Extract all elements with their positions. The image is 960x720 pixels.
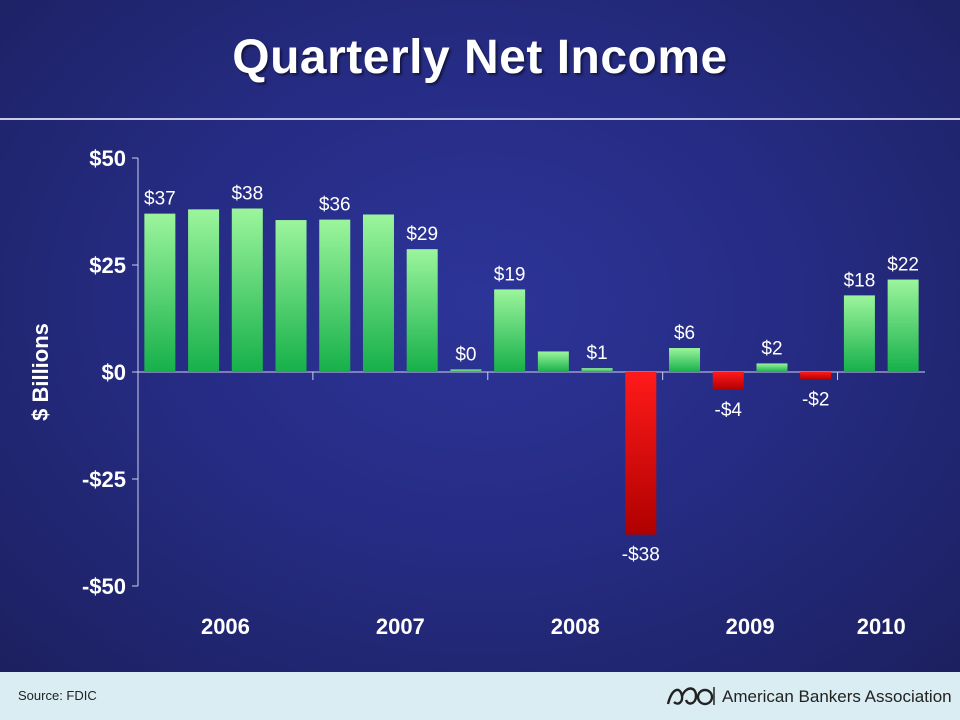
bar-positive xyxy=(275,220,307,372)
data-label: $38 xyxy=(231,184,263,205)
title-divider xyxy=(0,118,960,120)
bar-positive xyxy=(406,249,438,372)
bar-positive xyxy=(450,369,482,372)
y-tick-label: $25 xyxy=(89,253,126,278)
data-label: $36 xyxy=(319,195,351,216)
data-label: $19 xyxy=(494,264,526,285)
organization-name: American Bankers Association xyxy=(722,687,952,706)
bar-positive xyxy=(581,368,613,372)
bar-positive xyxy=(756,363,788,372)
bar-positive xyxy=(144,213,176,372)
bar-positive xyxy=(319,219,351,372)
bar-positive xyxy=(231,208,263,372)
y-tick-label: -$50 xyxy=(82,574,126,599)
x-tick-label: 2010 xyxy=(857,614,906,639)
source-note: Source: FDIC xyxy=(18,688,97,703)
data-label: $37 xyxy=(144,189,176,210)
bar-negative xyxy=(712,372,744,390)
bar-positive xyxy=(188,209,220,372)
bar-positive xyxy=(537,351,569,372)
bar-positive xyxy=(362,214,394,372)
data-label: $18 xyxy=(844,270,876,291)
footer-bar: Source: FDIC American Bankers Associatio… xyxy=(0,672,960,720)
bar-positive xyxy=(843,295,875,372)
bar-positive xyxy=(669,348,701,372)
y-tick-label: $50 xyxy=(89,146,126,171)
slide-background: Quarterly Net Income $ Billions $50 $25 $0… xyxy=(0,0,960,672)
x-tick-label: 2008 xyxy=(551,614,600,639)
x-tick-label: 2006 xyxy=(201,614,250,639)
data-label: -$2 xyxy=(802,390,829,411)
bar-positive xyxy=(494,289,526,372)
data-label: -$4 xyxy=(715,400,743,421)
net-income-bar-chart: $ Billions $50 $25 $0 -$25 -$50 2006 2007 2008 2… xyxy=(28,146,925,639)
x-tick-label: 2007 xyxy=(376,614,425,639)
bar-positive xyxy=(887,279,919,372)
data-label: $2 xyxy=(761,338,782,359)
y-axis-label: $ Billions xyxy=(28,323,53,421)
bar-negative xyxy=(800,372,832,380)
aba-logo-icon xyxy=(666,687,715,706)
data-label: $1 xyxy=(587,343,608,364)
x-tick-label: 2009 xyxy=(726,614,775,639)
data-label: $0 xyxy=(455,344,476,365)
page-title: Quarterly Net Income xyxy=(232,31,728,84)
data-label: $6 xyxy=(674,323,695,344)
data-label: -$38 xyxy=(622,545,660,566)
data-label: $29 xyxy=(406,224,438,245)
y-tick-label: $0 xyxy=(102,360,126,385)
bar-negative xyxy=(625,372,657,535)
y-tick-label: -$25 xyxy=(82,467,126,492)
data-label: $22 xyxy=(887,255,919,276)
